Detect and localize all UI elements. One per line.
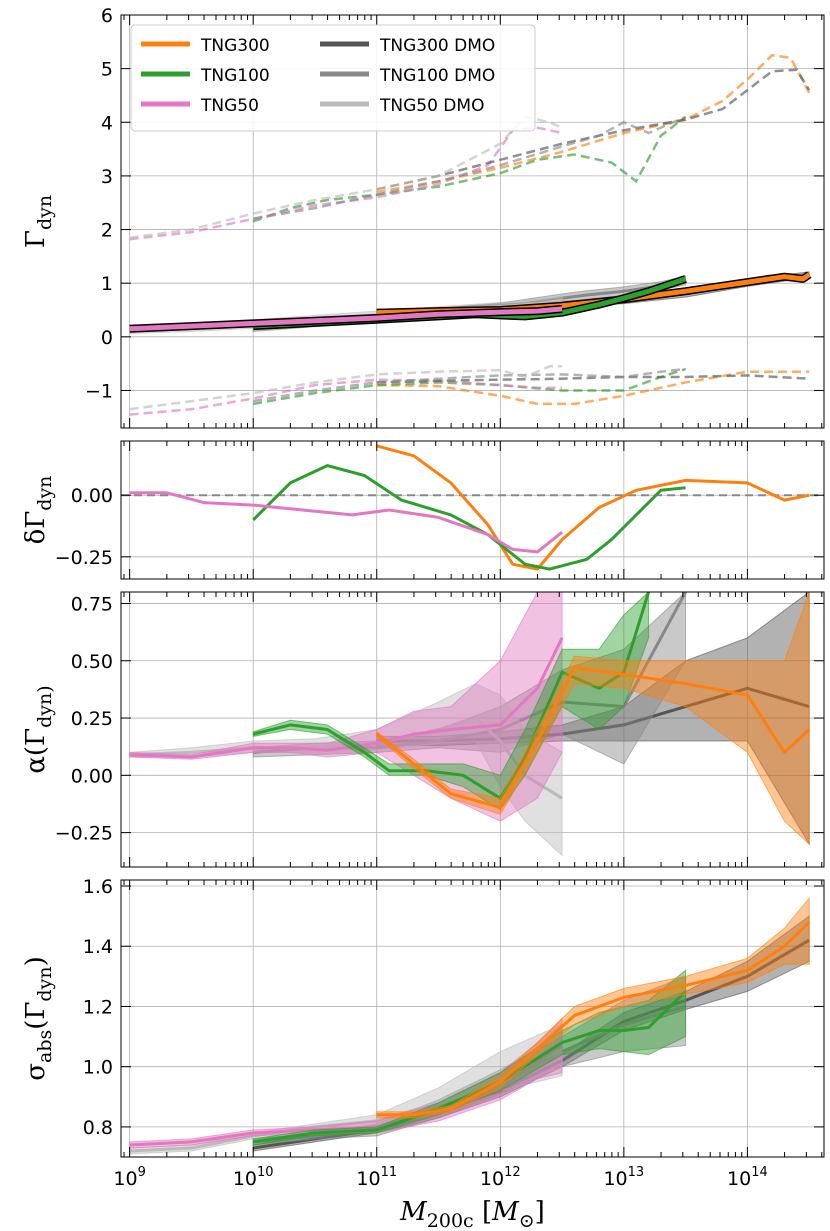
y-tick-label: 1 xyxy=(101,273,113,295)
x-tick-label: 1011 xyxy=(356,1165,397,1190)
y-tick-label: 0.8 xyxy=(83,1117,113,1139)
y-axis-label-alpha: α(Γdyn) xyxy=(21,685,56,773)
y-tick-label: 6 xyxy=(101,5,113,27)
y-tick-label: 0.00 xyxy=(71,765,113,787)
y-tick-label: 2 xyxy=(101,220,113,242)
tng50-line xyxy=(129,491,564,554)
legend-box xyxy=(130,24,536,132)
y-tick-label: 0.00 xyxy=(71,485,113,507)
y-tick-label: 0.25 xyxy=(71,708,113,730)
x-tick-label: 1013 xyxy=(603,1165,644,1190)
tng50-median-line xyxy=(129,306,563,332)
legend-label: TNG50 xyxy=(200,96,259,116)
plot-area-sigma xyxy=(129,896,811,1155)
tng300-line xyxy=(376,444,810,571)
panel-frame xyxy=(120,440,825,580)
tng100-band xyxy=(252,969,687,1146)
y-tick-label: 0.50 xyxy=(71,651,113,673)
panels-layer: −10123456Γdyn−0.250.00δΓdyn−0.250.000.25… xyxy=(21,5,825,1158)
legend-label: TNG300 xyxy=(200,36,270,56)
y-tick-label: 1.0 xyxy=(83,1057,113,1079)
y-tick-label: 1.4 xyxy=(83,936,113,958)
panel-sigma: 0.8 1.0 1.2 1.4 1.6 σabs(Γdyn) xyxy=(21,876,825,1158)
plot-area-delta xyxy=(129,444,810,571)
tng50-line xyxy=(129,637,564,759)
tng100-line xyxy=(252,592,651,800)
tng100-line xyxy=(252,990,687,1144)
panel-delta: −0.25 0.00 δΓdyn xyxy=(21,440,825,580)
plot-area-alpha xyxy=(129,592,811,857)
y-tick-label: 1.6 xyxy=(83,876,113,898)
tng100-band xyxy=(252,592,650,811)
x-axis-label: M200c [M⊙] xyxy=(399,1197,545,1231)
x-tick-label: 1012 xyxy=(480,1165,521,1190)
tng100-dmo-upper-line xyxy=(252,115,687,221)
panel-alpha: −0.25 0.00 0.25 0.50 0.75 α(Γdyn) xyxy=(21,591,825,868)
x-axis: 109 1010 1011 1012 1013 1014 M200c [M⊙] xyxy=(113,1165,767,1231)
tng50-dmo-upper-line xyxy=(129,115,563,239)
x-tick-label: 1010 xyxy=(233,1165,274,1190)
tng300-dmo-lower-line xyxy=(376,374,810,384)
y-tick-label: −1 xyxy=(85,380,113,402)
x-tick-label: 109 xyxy=(113,1165,145,1190)
panel-frame xyxy=(120,879,825,1158)
tng100-upper-line xyxy=(252,115,687,223)
plot-area-gamma xyxy=(129,53,812,416)
x-tick-label: 1014 xyxy=(727,1165,768,1190)
y-axis-label-sigma: σabs(Γdyn) xyxy=(21,956,56,1080)
tng300-dmo-band xyxy=(252,915,810,1152)
y-axis-label-gamma: Γdyn xyxy=(21,195,56,248)
tng300-line xyxy=(375,666,811,809)
tng100-line xyxy=(252,464,686,571)
y-tick-label: 3 xyxy=(101,166,113,188)
y-tick-label: −0.25 xyxy=(55,547,113,569)
tng300-dmo-line xyxy=(376,686,810,743)
tng50-lower-line xyxy=(129,378,563,416)
y-tick-label: 0.75 xyxy=(71,593,113,615)
y-tick-label: 0 xyxy=(101,327,113,349)
y-tick-label: 1.2 xyxy=(83,996,113,1018)
tng300-line xyxy=(376,921,811,1117)
y-tick-label: 5 xyxy=(101,59,113,81)
tng50-dmo-lower-line xyxy=(129,365,563,411)
y-axis-label-delta: δΓdyn xyxy=(21,476,56,545)
legend-label: TNG300 DMO xyxy=(379,36,495,56)
y-tick-label: −0.25 xyxy=(55,823,113,845)
y-tick-label: 4 xyxy=(101,112,113,134)
tng300-band xyxy=(376,592,810,846)
legend-label: TNG100 DMO xyxy=(379,66,495,86)
tng300-upper-line xyxy=(376,53,811,194)
legend-label: TNG100 xyxy=(200,66,270,86)
tng300-dmo-upper-line xyxy=(376,68,811,191)
legend: TNG300 TNG100 TNG50 TNG300 DMO TNG100 DMO TNG… xyxy=(130,24,536,132)
legend-label: TNG50 DMO xyxy=(379,96,484,116)
tng100-lower-line xyxy=(252,367,686,406)
tng100-dmo-lower-line xyxy=(252,367,686,403)
tng50-band xyxy=(129,1017,563,1149)
